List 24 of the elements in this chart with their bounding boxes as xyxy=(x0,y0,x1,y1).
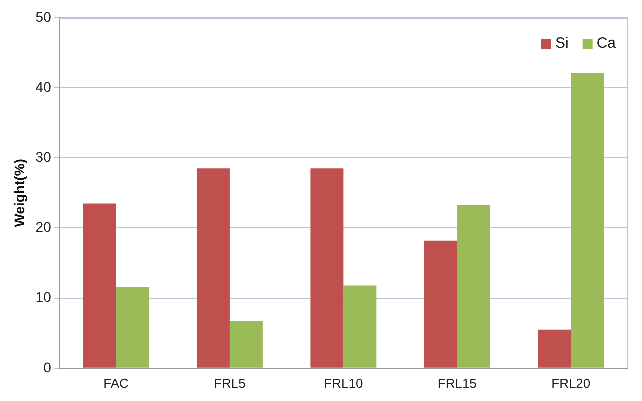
bar xyxy=(538,330,572,368)
bar xyxy=(344,286,377,368)
bar xyxy=(457,205,490,368)
legend-label: Ca xyxy=(596,35,617,52)
y-tick-label: 0 xyxy=(44,359,52,376)
bar xyxy=(571,73,604,368)
bar xyxy=(83,204,116,368)
x-tick-label: FRL5 xyxy=(214,376,246,391)
bar xyxy=(116,287,150,368)
x-tick-label: FRL20 xyxy=(552,376,591,391)
y-tick-label: 40 xyxy=(36,78,52,95)
x-tick-label: FRL15 xyxy=(438,376,477,391)
x-tick-label: FAC xyxy=(104,376,129,391)
legend-label: Si xyxy=(555,35,569,52)
y-tick-label: 30 xyxy=(36,149,52,166)
y-tick-label: 50 xyxy=(36,8,52,25)
bar xyxy=(196,168,230,368)
y-tick-label: 10 xyxy=(36,289,52,306)
y-axis-title: Weight(%) xyxy=(11,159,28,228)
bar xyxy=(310,168,344,368)
bar xyxy=(230,321,263,368)
bar xyxy=(424,240,458,368)
x-tick-label: FRL10 xyxy=(324,376,364,391)
y-tick-label: 20 xyxy=(36,219,52,236)
